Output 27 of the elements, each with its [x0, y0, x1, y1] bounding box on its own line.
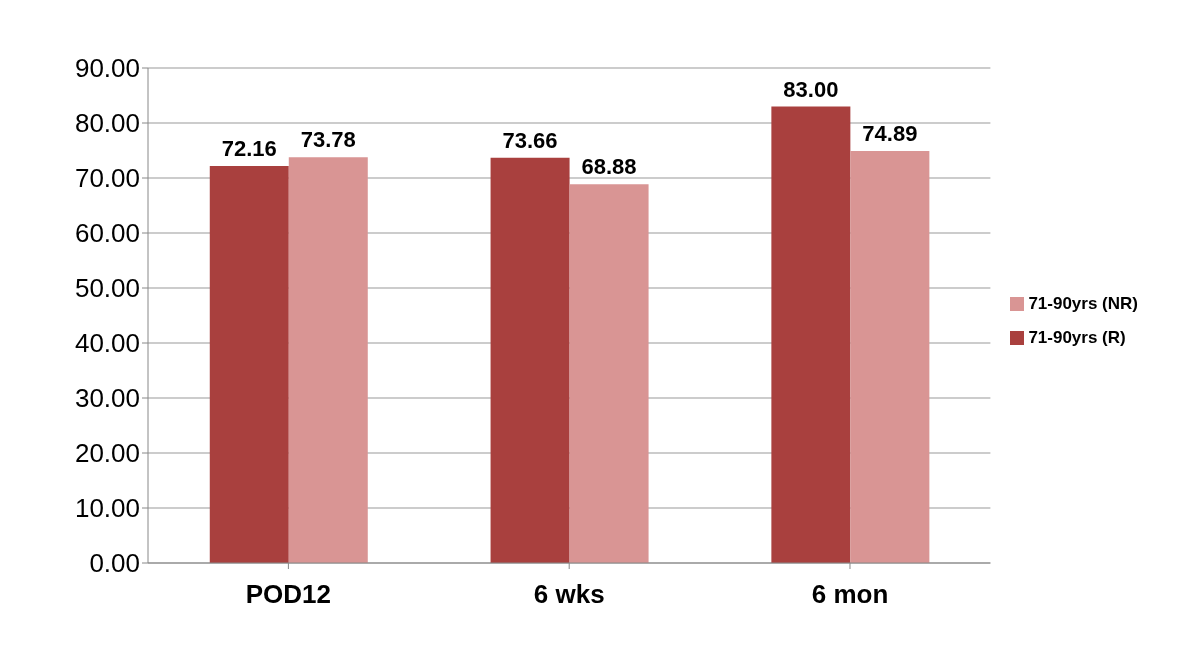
data-label: 83.00: [783, 76, 839, 102]
data-label: 73.78: [300, 127, 356, 153]
y-tick-label: 30.00: [74, 383, 140, 414]
bar: [490, 157, 570, 563]
x-tick-label: POD12: [245, 579, 332, 610]
bar: [569, 184, 649, 563]
y-tick-label: 70.00: [74, 163, 140, 194]
bar: [850, 151, 930, 563]
x-tick-label: 6 mon: [811, 579, 889, 610]
data-label: 73.66: [502, 127, 558, 153]
data-label: 74.89: [862, 121, 918, 147]
y-tick-label: 50.00: [74, 273, 140, 304]
y-tick-label: 0.00: [89, 548, 140, 579]
y-tick-label: 90.00: [74, 53, 140, 84]
legend-label: 71-90yrs (NR): [1028, 293, 1138, 313]
y-tick-label: 60.00: [74, 218, 140, 249]
bar: [209, 166, 289, 563]
bar: [771, 106, 851, 563]
y-tick-label: 20.00: [74, 438, 140, 469]
data-label: 68.88: [581, 154, 637, 180]
data-label: 72.16: [221, 136, 277, 162]
y-tick-label: 40.00: [74, 328, 140, 359]
x-tick-label: 6 wks: [533, 579, 605, 610]
legend-label: 71-90yrs (R): [1028, 327, 1126, 347]
y-tick-label: 80.00: [74, 108, 140, 139]
bar: [288, 157, 368, 563]
y-tick-label: 10.00: [74, 493, 140, 524]
